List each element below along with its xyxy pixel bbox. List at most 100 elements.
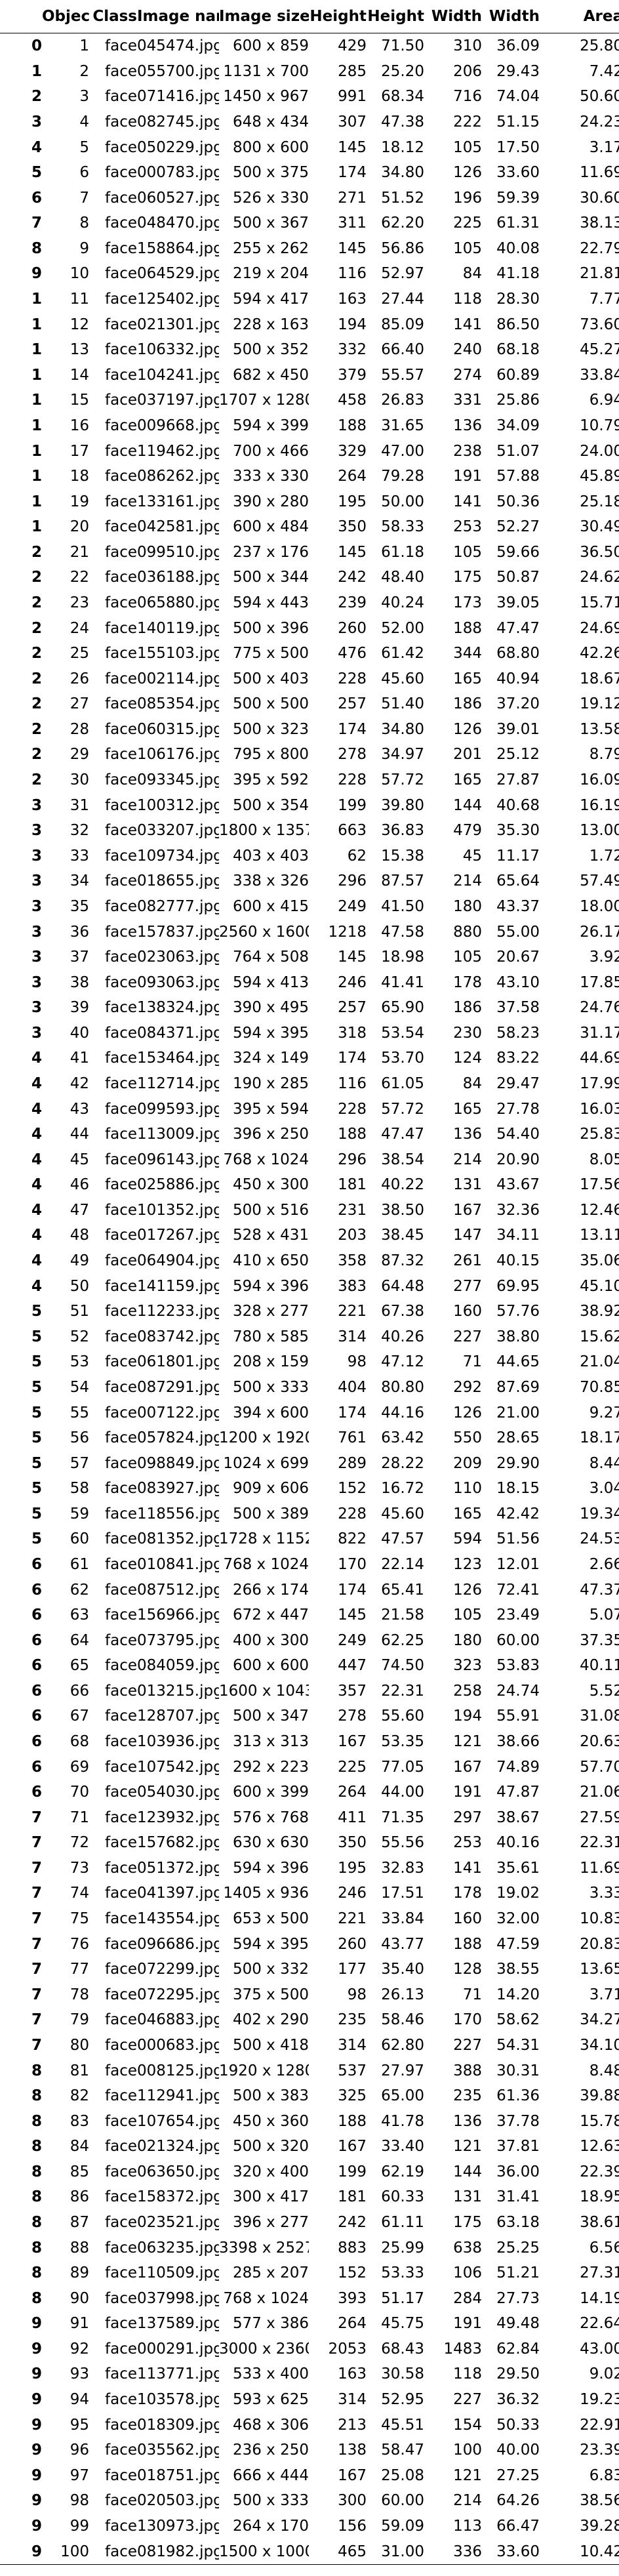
height-px-cell: 188 <box>338 2112 367 2130</box>
height-pct-cell: 47.47 <box>381 1126 424 1143</box>
area-cell: 11.69 <box>580 164 619 182</box>
image-size-cell: 500 x 418 <box>232 2036 309 2054</box>
width-px-cell: 194 <box>453 1707 482 1725</box>
image-size-cell: 780 x 585 <box>232 1328 309 1345</box>
image-name-cell: 100312.jpg <box>137 796 219 814</box>
image-name-cell: 051372.jpg <box>137 1859 219 1877</box>
height-pct-cell: 50.00 <box>381 493 424 510</box>
row-index: 50 <box>31 1303 42 1320</box>
height-pct-cell: 53.54 <box>381 1024 424 1042</box>
object-id-cell: 44 <box>70 1126 89 1143</box>
width-px-cell: 105 <box>453 543 482 561</box>
height-pct-cell: 53.35 <box>381 1733 424 1751</box>
area-cell: 20.83 <box>580 1935 619 1953</box>
class-cell: face <box>105 442 137 460</box>
height-px-cell: 1218 <box>328 923 367 941</box>
area-cell: 10.83 <box>580 1910 619 1928</box>
height-px-cell: 246 <box>338 973 367 991</box>
row-index: 91 <box>31 2340 42 2358</box>
row-index: 48 <box>31 1252 42 1270</box>
height-pct-cell: 38.50 <box>381 1201 424 1219</box>
area-cell: 8.44 <box>589 1454 619 1472</box>
image-name-cell: 055700.jpg <box>137 62 219 80</box>
image-name-cell: 021324.jpg <box>137 2138 219 2156</box>
row-index: 55 <box>31 1429 42 1447</box>
width-pct-cell: 51.15 <box>496 113 540 131</box>
height-pct-cell: 32.83 <box>381 1859 424 1877</box>
height-pct-cell: 16.72 <box>381 1480 424 1498</box>
height-px-cell: 300 <box>338 2492 367 2510</box>
image-size-cell: 500 x 396 <box>232 619 309 637</box>
area-cell: 17.99 <box>580 1074 619 1092</box>
height-px-cell: 203 <box>338 1227 367 1244</box>
class-cell: face <box>105 1100 137 1118</box>
image-name-cell: 018655.jpg <box>137 872 219 890</box>
area-cell: 3.71 <box>589 1986 619 2003</box>
image-size-cell: 594 x 395 <box>232 1024 309 1042</box>
class-cell: face <box>105 1480 137 1498</box>
area-cell: 13.11 <box>580 1227 619 1244</box>
object-id-cell: 31 <box>70 796 89 814</box>
object-id-cell: 99 <box>70 2517 89 2535</box>
class-cell: face <box>105 1733 137 1751</box>
row-index: 2 <box>31 88 42 106</box>
width-pct-cell: 51.07 <box>496 442 540 460</box>
width-pct-cell: 83.22 <box>496 1050 540 1067</box>
image-name-cell: 073795.jpg <box>137 1631 219 1649</box>
area-cell: 30.49 <box>580 518 619 536</box>
width-pct-cell: 23.49 <box>496 1606 540 1624</box>
image-size-cell: 190 x 285 <box>232 1074 309 1092</box>
object-id-cell: 10 <box>70 265 89 283</box>
height-pct-cell: 36.83 <box>381 822 424 840</box>
width-px-cell: 126 <box>453 1404 482 1421</box>
area-cell: 57.49 <box>580 872 619 890</box>
row-index: 11 <box>31 316 42 333</box>
height-px-cell: 296 <box>338 872 367 890</box>
row-index: 20 <box>31 543 42 561</box>
height-pct-cell: 56.86 <box>381 239 424 257</box>
width-pct-cell: 37.58 <box>496 999 540 1017</box>
height-px-cell: 174 <box>338 720 367 738</box>
width-px-cell: 214 <box>453 2492 482 2510</box>
image-name-cell: 008125.jpg <box>137 2062 219 2079</box>
width-px-cell: 716 <box>453 88 482 106</box>
height-px-cell: 174 <box>338 1050 367 1067</box>
table-row: 0 1 face 045474.jpg 600 x 859 429 71.50 310 36.0… <box>0 33 619 59</box>
image-name-cell: 071416.jpg <box>137 88 219 106</box>
class-cell: face <box>105 999 137 1017</box>
header-index <box>0 0 42 33</box>
width-pct-cell: 39.05 <box>496 594 540 611</box>
image-name-cell: 000783.jpg <box>137 164 219 182</box>
class-cell: face <box>105 2365 137 2383</box>
object-id-cell: 14 <box>70 366 89 384</box>
row-index: 4 <box>31 138 42 156</box>
height-pct-cell: 65.90 <box>381 999 424 1017</box>
row-index: 32 <box>31 847 42 865</box>
class-cell: face <box>105 1328 137 1345</box>
area-cell: 18.95 <box>580 2188 619 2206</box>
height-px-cell: 163 <box>338 2365 367 2383</box>
row-index: 89 <box>31 2289 42 2307</box>
width-pct-cell: 35.61 <box>496 1859 540 1877</box>
height-pct-cell: 62.20 <box>381 215 424 232</box>
width-pct-cell: 63.18 <box>496 2214 540 2231</box>
width-px-cell: 84 <box>462 1074 482 1092</box>
area-cell: 10.42 <box>580 2543 619 2560</box>
image-name-cell: 158864.jpg <box>137 239 219 257</box>
width-pct-cell: 27.87 <box>496 771 540 789</box>
area-cell: 22.31 <box>580 1834 619 1852</box>
height-pct-cell: 87.32 <box>381 1252 424 1270</box>
image-size-cell: 450 x 300 <box>232 1176 309 1194</box>
row-index: 95 <box>31 2442 42 2459</box>
